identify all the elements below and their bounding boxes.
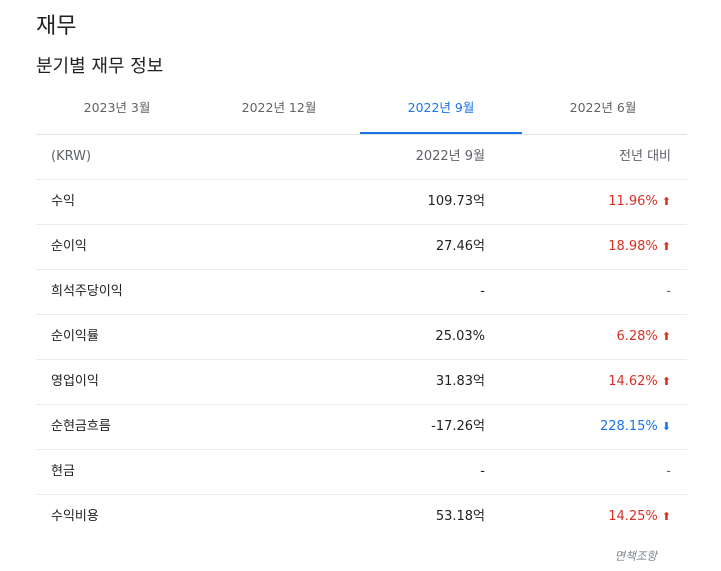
- metric-label: 영업이익: [51, 374, 99, 389]
- yoy-change-value: -: [666, 284, 671, 299]
- yoy-change: 14.25% ⬆: [608, 495, 671, 539]
- yoy-change-value: 228.15%: [599, 419, 658, 434]
- metric-value: -17.26억: [431, 419, 485, 434]
- metric-label: 순현금흐름: [51, 419, 111, 434]
- table-row: 희석주당이익 - -: [36, 270, 687, 315]
- metric-label: 순이익: [51, 239, 87, 254]
- yoy-change-value: 6.28%: [616, 329, 658, 344]
- yoy-change-value: -: [666, 464, 671, 479]
- yoy-change-value: 14.62%: [608, 374, 658, 389]
- financials-table: (KRW) 2022년 9월 전년 대비 수익 109.73억 11.96% ⬆ 순이익…: [36, 135, 687, 539]
- metric-label: 수익비용: [51, 509, 99, 524]
- metric-label: 순이익률: [51, 329, 99, 344]
- metric-label: 희석주당이익: [51, 284, 123, 299]
- yoy-change: 11.96% ⬆: [608, 180, 671, 224]
- metric-value: -: [480, 464, 485, 479]
- period-header: 2022년 9월: [415, 149, 485, 164]
- arrow-up-icon: ⬆: [661, 195, 671, 208]
- table-row: 현금 - -: [36, 450, 687, 495]
- yoy-change: 14.62% ⬆: [608, 360, 671, 404]
- yoy-change: 6.28% ⬆: [616, 315, 671, 359]
- arrow-up-icon: ⬆: [661, 510, 671, 523]
- table-row: 수익비용 53.18억 14.25% ⬆: [36, 495, 687, 539]
- metric-value: 27.46억: [435, 239, 485, 254]
- table-row: 순이익률 25.03% 6.28% ⬆: [36, 315, 687, 360]
- arrow-up-icon: ⬆: [661, 240, 671, 253]
- page-title: 재무: [36, 14, 77, 39]
- currency-label: (KRW): [51, 149, 92, 164]
- metric-value: 25.03%: [435, 329, 485, 344]
- quarter-tabs: 2023년 3월 2022년 12월 2022년 9월 2022년 6월: [36, 88, 687, 135]
- yoy-change: -: [666, 450, 671, 494]
- tab-2022-06[interactable]: 2022년 6월: [569, 100, 637, 115]
- tab-2022-12[interactable]: 2022년 12월: [241, 100, 317, 115]
- yoy-header: 전년 대비: [619, 149, 671, 164]
- metric-value: -: [480, 284, 485, 299]
- arrow-up-icon: ⬆: [661, 330, 671, 343]
- metric-value: 109.73억: [427, 194, 485, 209]
- yoy-change-value: 11.96%: [608, 194, 658, 209]
- metric-label: 현금: [51, 464, 75, 479]
- tab-2022-09[interactable]: 2022년 9월: [360, 88, 522, 134]
- tab-2023-03[interactable]: 2023년 3월: [83, 100, 151, 115]
- arrow-up-icon: ⬆: [661, 375, 671, 388]
- table-row: 순현금흐름 -17.26억 228.15% ⬇: [36, 405, 687, 450]
- yoy-change: -: [666, 270, 671, 314]
- yoy-change: 228.15% ⬇: [600, 405, 671, 449]
- disclaimer-link[interactable]: 면책조항: [614, 549, 657, 563]
- yoy-change-value: 14.25%: [608, 509, 658, 524]
- table-row: 수익 109.73억 11.96% ⬆: [36, 180, 687, 225]
- yoy-change-value: 18.98%: [608, 239, 658, 254]
- metric-value: 31.83억: [435, 374, 485, 389]
- table-header: (KRW) 2022년 9월 전년 대비: [36, 135, 687, 180]
- metric-label: 수익: [51, 194, 75, 209]
- yoy-change: 18.98% ⬆: [608, 225, 671, 269]
- section-subtitle: 분기별 재무 정보: [36, 56, 164, 77]
- table-row: 순이익 27.46억 18.98% ⬆: [36, 225, 687, 270]
- metric-value: 53.18억: [435, 509, 485, 524]
- arrow-down-icon: ⬇: [661, 420, 671, 433]
- table-row: 영업이익 31.83억 14.62% ⬆: [36, 360, 687, 405]
